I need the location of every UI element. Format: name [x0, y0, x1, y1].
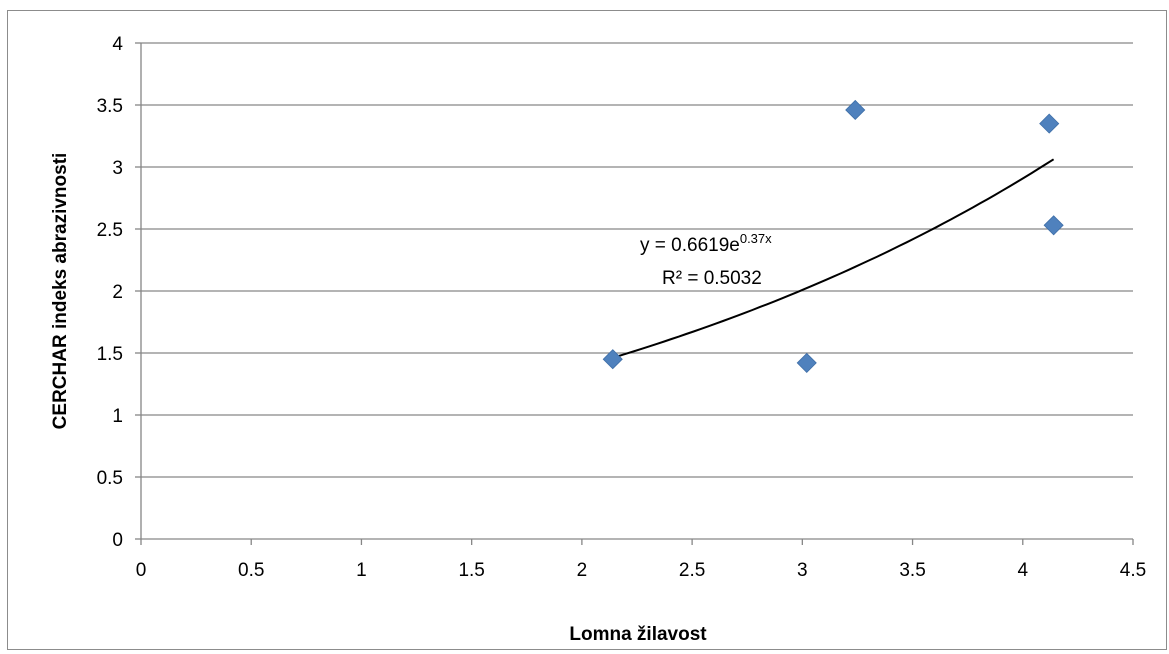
x-tick-label: 3.5	[899, 560, 925, 581]
x-tick-label: 1	[356, 560, 367, 581]
x-tick-label: 4.5	[1120, 560, 1146, 581]
y-tick-label: 0	[112, 530, 123, 551]
tick-labels: 0 0.5 1 1.5 2 2.5 3 3.5 4 0 0.5 1 1.5 2 2.5 3 3.5 4 4.5	[97, 34, 1147, 581]
data-point	[845, 99, 866, 121]
trendline-group	[612, 158, 1055, 359]
trendline-r-squared: R² = 0.5032	[662, 268, 762, 289]
trendline-equation-base: y = 0.6619e	[640, 235, 740, 256]
y-tick-label: 0.5	[97, 468, 123, 489]
x-tick-label: 2	[577, 560, 588, 581]
chart-area	[7, 10, 1167, 650]
axes	[135, 42, 1134, 545]
x-tick-label: 1.5	[458, 560, 484, 581]
trendline-equation-exponent: 0.37x	[740, 231, 772, 246]
data-point	[602, 349, 623, 370]
trendline-equation: y = 0.6619e0.37x	[640, 231, 772, 256]
data-point	[1043, 215, 1064, 236]
data-point	[796, 352, 817, 373]
x-tick-label: 0.5	[238, 560, 264, 581]
y-tick-label: 3.5	[97, 96, 123, 117]
y-tick-label: 2.5	[97, 220, 123, 241]
gridlines	[141, 42, 1133, 478]
x-axis-title: Lomna žilavost	[569, 624, 707, 645]
y-axis-title: CERCHAR indeks abrazivnosti	[50, 153, 71, 430]
y-tick-label: 4	[112, 34, 123, 55]
y-tick-label: 1.5	[97, 344, 123, 365]
trendline	[612, 158, 1055, 359]
y-tick-label: 2	[112, 282, 123, 303]
data-point	[1039, 113, 1060, 134]
x-tick-label: 4	[1017, 560, 1028, 581]
y-tick-label: 3	[112, 158, 123, 179]
x-tick-label: 0	[136, 560, 147, 581]
data-points	[602, 99, 1064, 373]
y-tick-label: 1	[112, 406, 123, 427]
x-tick-label: 3	[797, 560, 808, 581]
x-tick-label: 2.5	[679, 560, 705, 581]
